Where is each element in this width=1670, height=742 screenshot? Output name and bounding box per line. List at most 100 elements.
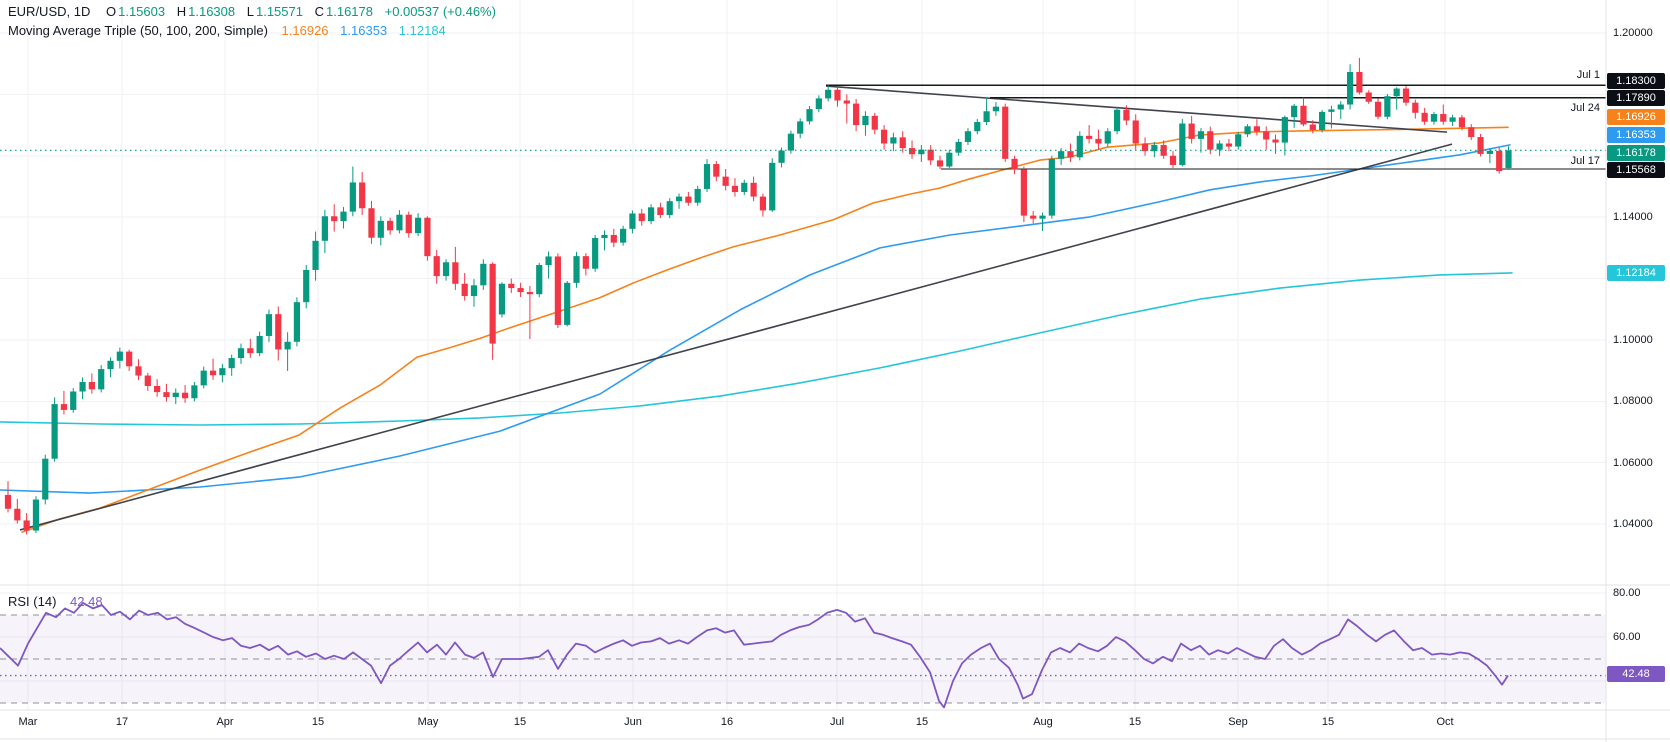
candle-body xyxy=(722,176,729,186)
time-tick-label: Mar xyxy=(18,716,38,728)
candle-body xyxy=(657,207,664,216)
candle-body xyxy=(638,213,645,222)
candle-body xyxy=(256,335,263,354)
price-badge: 1.12184 xyxy=(1607,265,1665,281)
candle-body xyxy=(42,458,49,500)
candle-body xyxy=(51,404,58,459)
candle-body xyxy=(405,214,412,234)
candle-body xyxy=(1058,151,1065,159)
price-badge: 1.15568 xyxy=(1607,162,1665,178)
open-value: 1.15603 xyxy=(118,4,166,19)
time-tick-label: Jun xyxy=(624,716,642,728)
price-badge: 1.16926 xyxy=(1607,109,1665,125)
candle-body xyxy=(1104,131,1111,144)
candle-body xyxy=(4,494,12,509)
candle-body xyxy=(359,182,366,209)
candle-body xyxy=(1048,158,1055,216)
candle-body xyxy=(797,121,804,134)
candle-body xyxy=(592,238,599,269)
candle-body xyxy=(209,370,217,376)
candle-body xyxy=(1197,131,1205,139)
candle-body xyxy=(1328,109,1335,112)
time-tick-label: Sep xyxy=(1228,716,1248,728)
candle-body xyxy=(815,98,822,110)
candle-body xyxy=(1477,137,1484,154)
rsi-indicator-title[interactable]: RSI (14) xyxy=(8,594,57,609)
candle-body xyxy=(265,314,273,336)
candle-body xyxy=(582,256,589,269)
candle-body xyxy=(1169,155,1177,165)
trendline-date-label: Jul 17 xyxy=(1570,155,1600,167)
candle-body xyxy=(163,392,170,398)
candle-body xyxy=(517,288,524,293)
candle-body xyxy=(377,220,384,238)
candle-body xyxy=(1151,145,1158,152)
candle-body xyxy=(974,122,981,132)
candle-body xyxy=(1430,114,1438,122)
candle-body xyxy=(1272,139,1279,143)
ma-indicator-title[interactable]: Moving Average Triple (50, 100, 200, Sim… xyxy=(8,23,268,38)
candle-body xyxy=(778,150,785,163)
candle-body xyxy=(1076,135,1083,158)
candle-body xyxy=(741,182,748,192)
candle-body xyxy=(1086,135,1093,139)
price-tick-label: 1.04000 xyxy=(1613,518,1653,531)
candle-body xyxy=(1346,71,1354,105)
candle-body xyxy=(1132,120,1139,144)
candle-body xyxy=(731,185,739,192)
price-badge: 1.17890 xyxy=(1607,89,1665,106)
candle-body xyxy=(825,89,832,99)
candle-body xyxy=(508,283,515,289)
candle-body xyxy=(144,375,151,386)
candle-body xyxy=(1207,131,1214,150)
symbol-title[interactable]: EUR/USD, 1D xyxy=(8,4,91,19)
price-tick-label: 1.14000 xyxy=(1613,211,1653,224)
candle-body xyxy=(675,196,683,202)
candle-body xyxy=(1365,92,1372,102)
sma200-line xyxy=(0,272,1513,426)
candle-body xyxy=(647,207,655,222)
candle-body xyxy=(843,100,850,104)
candle-body xyxy=(992,106,1000,112)
candle-body xyxy=(387,220,394,231)
candle-body xyxy=(806,109,813,122)
candle-body xyxy=(303,269,310,303)
high-value: 1.16308 xyxy=(188,4,236,19)
candle-body xyxy=(88,381,95,390)
ma50-value: 1.16926 xyxy=(281,23,329,38)
candle-body xyxy=(349,182,356,212)
candle-body xyxy=(629,213,636,229)
candle-body xyxy=(983,111,990,122)
candle-body xyxy=(433,256,440,277)
price-tick-label: 1.06000 xyxy=(1613,456,1653,469)
candle-body xyxy=(321,216,328,241)
candle-body xyxy=(1179,123,1186,165)
candle-body xyxy=(1216,143,1223,150)
candle-body xyxy=(154,385,161,393)
sma100-line xyxy=(0,144,1511,494)
candle-body xyxy=(284,341,291,350)
candle-body xyxy=(489,263,496,344)
time-tick-label: 15 xyxy=(1128,716,1142,728)
candle-body xyxy=(1244,126,1251,135)
candle-body xyxy=(610,234,617,243)
ma200-value: 1.12184 xyxy=(398,23,446,38)
candle-body xyxy=(853,103,860,126)
price-badge: 1.18300 xyxy=(1607,73,1665,89)
candle-body xyxy=(1020,169,1027,216)
candle-body xyxy=(918,149,925,155)
candle-body xyxy=(554,256,561,325)
time-tick-label: 15 xyxy=(311,716,325,728)
candle-body xyxy=(200,370,207,386)
candle-body xyxy=(946,152,953,167)
ma-indicator-row: Moving Average Triple (50, 100, 200, Sim… xyxy=(8,23,446,38)
low-value: 1.15571 xyxy=(255,4,303,19)
candle-body xyxy=(79,381,86,392)
candle-body xyxy=(23,520,30,531)
time-tick-label: 16 xyxy=(720,716,734,728)
candle-body xyxy=(1505,150,1512,168)
candle-body xyxy=(927,149,934,161)
candle-body xyxy=(424,217,431,257)
candle-body xyxy=(769,162,776,211)
